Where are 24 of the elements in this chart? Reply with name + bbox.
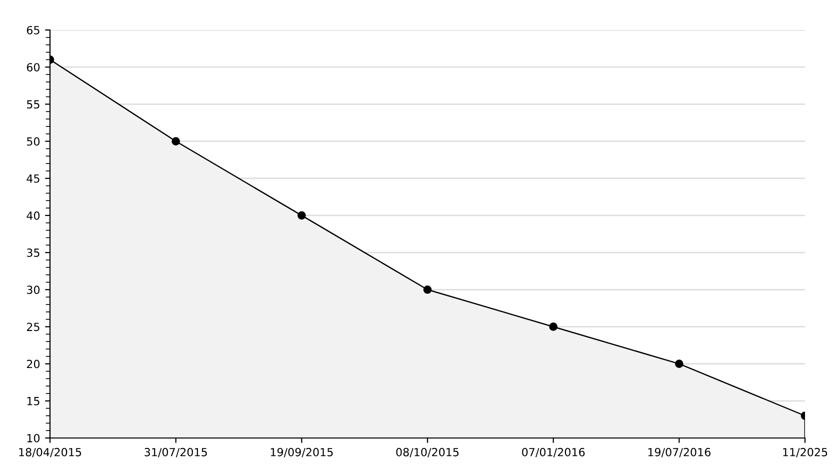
y-tick-label: 35 [26, 248, 40, 257]
x-tick-label: 31/07/2015 [144, 448, 207, 458]
x-tick-label: 19/07/2016 [648, 448, 710, 458]
y-tick-label: 60 [26, 63, 40, 72]
y-tick-label: 15 [27, 397, 40, 406]
x-tick-label: 18/04/2015 [19, 448, 82, 458]
point [172, 137, 180, 146]
point [423, 285, 432, 294]
y-tick-label: 65 [26, 26, 40, 34]
x-tick-label: 08/10/2015 [396, 448, 459, 458]
y-tick-label: 10 [27, 434, 40, 442]
point [675, 360, 684, 368]
x-tick-label: 11/2025 [783, 448, 828, 458]
x-tick-label: 07/01/2016 [522, 448, 585, 458]
y-tick-label: 25 [26, 322, 40, 332]
y-tick-label: 30 [26, 286, 40, 294]
y-tick-label: 55 [26, 100, 40, 109]
y-tick-label: 20 [26, 360, 40, 368]
y-tick-label: 40 [26, 211, 40, 220]
y-tick-label: 45 [26, 174, 40, 183]
x-tick-label: 19/09/2015 [270, 448, 333, 458]
point [549, 322, 558, 331]
point [298, 211, 306, 220]
y-tick-label: 50 [26, 137, 40, 146]
